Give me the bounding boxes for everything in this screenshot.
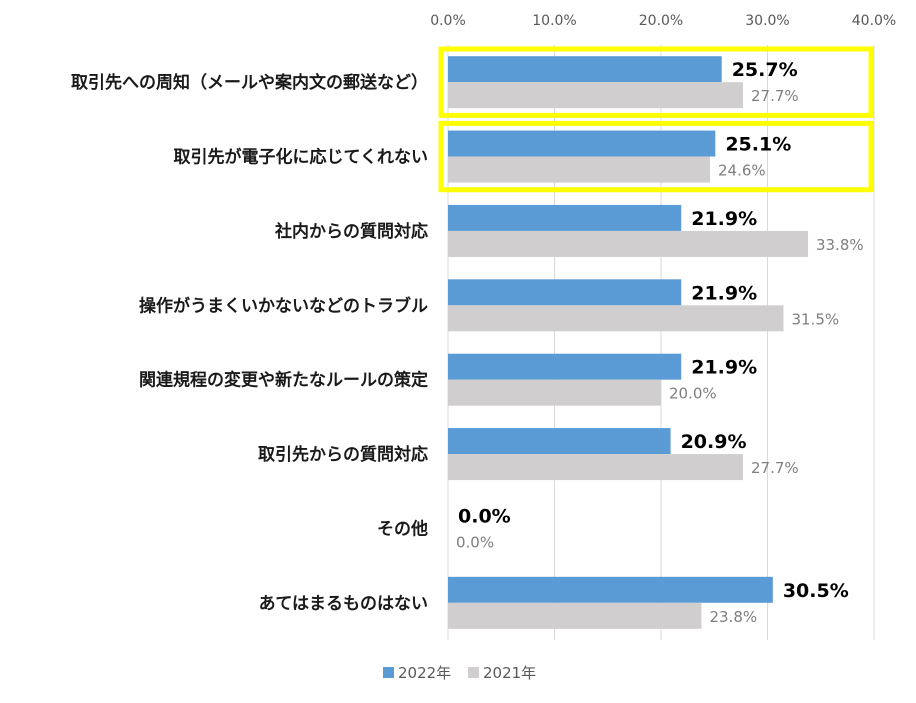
legend-swatch [383,667,394,678]
legend: 2022年 2021年 [383,664,536,682]
category-labels: 取引先への周知（メールや案内文の郵送など） 取引先が電子化に応じてくれない社内から… [71,72,428,614]
data-label-2022: 25.1% [725,134,791,156]
x-tick-label: 0.0% [430,13,466,29]
bar-2021 [448,82,744,109]
data-label-2021: 24.6% [718,162,766,180]
highlight-box [438,120,874,193]
data-label-2021: 0.0% [456,533,494,551]
legend-swatch [468,667,479,678]
data-label-2022: 21.9% [691,208,757,230]
bar-2022 [448,56,722,83]
category-label: 関連規程の変更や新たなルールの策定 [139,370,428,391]
x-axis-ticks: 0.0% 10.0% 20.0% 30.0% 40.0% [430,13,896,29]
x-tick-label: 20.0% [639,13,683,29]
bars: 25.7% 27.7% 25.1% 24.6% 21.9% 33.8% 21.9% 31.5%… [448,56,864,629]
bar-2022 [448,130,716,157]
category-label: 取引先からの質問対応 [258,444,428,465]
category-label: あてはまるものはない [259,594,428,614]
legend-label: 2021年 [483,664,536,682]
data-label-2022: 25.7% [732,59,798,81]
bar-2022 [448,428,671,455]
x-tick-label: 10.0% [532,13,576,29]
category-label: その他 [377,518,428,539]
category-label: 取引先への周知（メールや案内文の郵送など） [71,72,428,93]
data-label-2022: 0.0% [458,505,511,527]
bar-2022 [448,204,682,231]
bar-2022 [448,576,773,603]
bar-2021 [448,602,702,629]
bar-2021 [448,379,661,406]
data-label-2021: 27.7% [751,87,799,105]
data-label-2021: 31.5% [791,310,839,328]
bar-2021 [448,230,808,257]
data-label-2022: 30.5% [783,580,849,602]
x-tick-label: 30.0% [745,13,789,29]
category-label: 取引先が電子化に応じてくれない [174,147,429,168]
data-label-2021: 23.8% [709,608,757,626]
data-label-2022: 21.9% [691,282,757,304]
category-label: 社内からの質問対応 [274,221,428,242]
data-label-2021: 20.0% [669,385,717,403]
data-label-2022: 20.9% [681,431,747,453]
data-label-2021: 33.8% [816,236,864,254]
category-label: 操作がうまくいかないなどのトラブル [139,295,428,316]
bar-2022 [448,279,682,306]
highlight-box [438,46,874,118]
data-label-2021: 27.7% [751,459,799,477]
bar-2021 [448,156,710,183]
legend-label: 2022年 [398,664,451,682]
bar-2022 [448,353,682,380]
data-label-2022: 21.9% [691,357,757,379]
bar-2021 [448,305,784,332]
x-tick-label: 40.0% [852,13,896,29]
highlight-boxes [438,46,874,193]
bar-2021 [448,454,744,481]
